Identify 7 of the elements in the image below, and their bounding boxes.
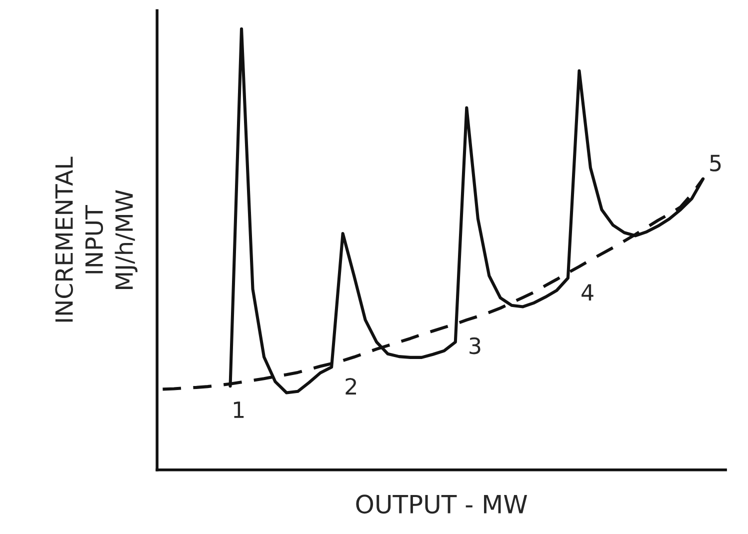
annotation: 5 xyxy=(710,154,721,172)
annotation: 4 xyxy=(582,284,594,301)
x-axis-title: OUTPUT - MW xyxy=(356,494,528,514)
y-axis-title: INCREMENTAL INPUT MJ/h/MW xyxy=(55,156,138,322)
annotation: 3 xyxy=(470,337,480,354)
annotation: 2 xyxy=(346,378,356,394)
annotation: 1 xyxy=(234,402,244,418)
